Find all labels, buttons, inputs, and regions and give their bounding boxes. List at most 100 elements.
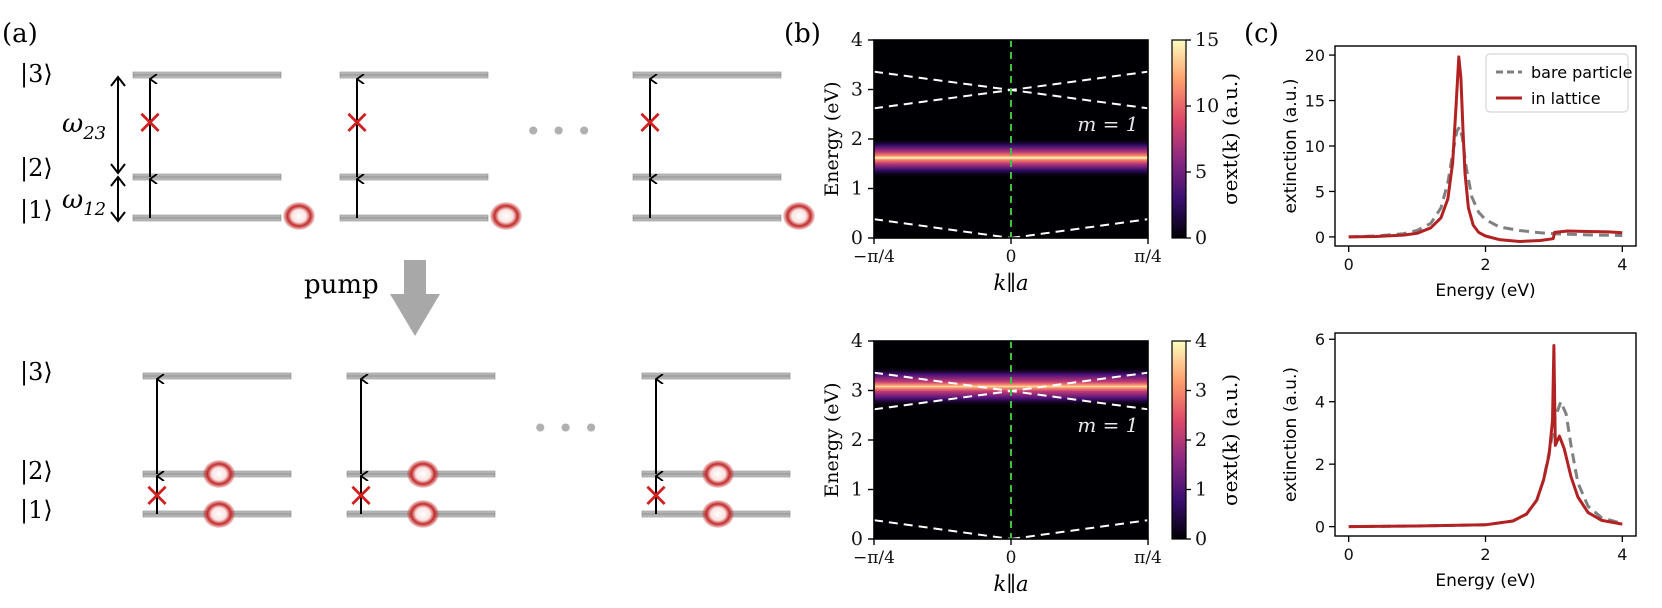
series-in-lattice (1348, 55, 1623, 243)
light-line (873, 218, 1012, 239)
blocked-transition-mark: × (347, 475, 376, 515)
mode-annotation: m = 1 (1077, 413, 1138, 437)
energy-level-bar (632, 214, 782, 222)
colorbar-tick-label: 3 (1195, 380, 1207, 402)
y-tick-label: 4 (851, 330, 863, 352)
x-tick-label: 0 (1344, 255, 1354, 274)
energy-level-bar (339, 214, 489, 222)
colorbar-tick-label: 4 (1195, 330, 1207, 352)
colorbar-tick-label: 0 (1195, 227, 1207, 249)
x-tick-label: 2 (1480, 255, 1490, 274)
population-dot (407, 500, 439, 528)
atom-ground-3: × (632, 71, 815, 230)
energy-level-bar (132, 214, 282, 222)
y-axis-label: extinction (a.u.) (1281, 367, 1301, 502)
y-tick-label: 5 (1315, 182, 1325, 201)
level-2-label-pumped: |2⟩ (20, 457, 53, 486)
y-tick-label: 4 (1315, 393, 1325, 412)
panel-a-label: (a) (2, 19, 38, 49)
x-tick-label: π/4 (1134, 247, 1162, 267)
colorbar-tick-label: 1 (1195, 479, 1207, 501)
y-tick-label: 0 (851, 528, 863, 550)
energy-level-bar (632, 173, 782, 181)
colorbar-tick-label: 10 (1195, 95, 1219, 117)
population-dot (283, 202, 315, 230)
panel-c: (c) 0 2 4 0 5 10 15 20 Energy (eV) extinction (a.… (1244, 19, 1637, 591)
y-tick-label: 1 (851, 479, 863, 501)
x-axis-label: Energy (eV) (1435, 571, 1535, 591)
y-axis-label: Energy (eV) (821, 81, 843, 196)
energy-level-bar (339, 71, 489, 79)
panel-c-label: (c) (1244, 19, 1279, 49)
series-in-lattice (1348, 344, 1623, 529)
energy-level-bar (132, 71, 282, 79)
y-tick-label: 3 (851, 380, 863, 402)
x-tick-label: 0 (1006, 247, 1017, 267)
population-dot (203, 500, 235, 528)
legend-label: in lattice (1531, 89, 1601, 108)
energy-level-bar (339, 173, 489, 181)
x-tick-label: −π/4 (853, 548, 895, 568)
y-axis-label: extinction (a.u.) (1281, 79, 1301, 214)
y-tick-label: 15 (1305, 92, 1325, 111)
resonance-band (874, 137, 1148, 178)
y-axis-label: Energy (eV) (821, 382, 843, 497)
colorbar (1171, 340, 1187, 540)
pumped-atoms: × × × (142, 372, 791, 528)
level-1-label: |1⟩ (20, 196, 53, 225)
colorbar-tick-label: 5 (1195, 161, 1207, 183)
pump-arrow (390, 260, 440, 336)
ground-state-atoms: × × × (132, 71, 815, 230)
colorbar-label: σext(k) (a.u.) (1218, 73, 1242, 205)
line-chart-top: 0 2 4 0 5 10 15 20 Energy (eV) extinction (a.u.) b… (1281, 45, 1637, 301)
colorbar-label: σext(k) (a.u.) (1218, 374, 1242, 506)
blocked-transition-mark: × (343, 102, 372, 142)
x-axis-label: k∥a (994, 271, 1029, 295)
population-dot (702, 460, 734, 488)
level-3-label: |3⟩ (20, 60, 53, 89)
x-tick-label: π/4 (1134, 548, 1162, 568)
y-tick-label: 2 (1315, 455, 1325, 474)
energy-level-bar (132, 173, 282, 181)
x-tick-label: −π/4 (853, 247, 895, 267)
plot-frame (1334, 332, 1637, 537)
energy-level-bar (142, 372, 292, 380)
line-chart-bottom: 0 2 4 0 2 4 6 Energy (eV) extinction (a.u.) (1281, 330, 1637, 591)
y-tick-label: 10 (1305, 137, 1325, 156)
atom-pumped-2: × (346, 372, 496, 528)
x-tick-label: 0 (1006, 548, 1017, 568)
panel-b-label: (b) (784, 19, 821, 49)
energy-level-bar (641, 372, 791, 380)
population-dot (490, 202, 522, 230)
colorbar (1171, 39, 1187, 239)
y-tick-label: 4 (851, 29, 863, 51)
y-tick-label: 0 (851, 227, 863, 249)
light-line (1010, 519, 1149, 540)
level-1-label-pumped: |1⟩ (20, 496, 53, 525)
y-tick-label: 2 (851, 128, 863, 150)
omega-12-label: ω12 (62, 185, 106, 220)
blocked-transition-mark: × (136, 102, 165, 142)
population-dot (203, 460, 235, 488)
mode-annotation: m = 1 (1077, 112, 1138, 136)
light-line (1010, 218, 1149, 239)
omega-12-arrow (110, 175, 126, 223)
legend-label: bare particle (1531, 63, 1632, 82)
x-axis-label: k∥a (994, 572, 1029, 596)
population-dot (702, 500, 734, 528)
population-dot (783, 202, 815, 230)
panel-a: (a) |3⟩ |2⟩ |1⟩ ω23 ω12 |3⟩ |2⟩ |1⟩ × × × … (2, 19, 815, 528)
omega-23-label: ω23 (62, 109, 106, 144)
y-tick-label: 20 (1305, 46, 1325, 65)
pump-label: pump (304, 270, 379, 300)
energy-level-bar (346, 372, 496, 380)
light-line (873, 519, 1012, 540)
x-tick-label: 4 (1617, 545, 1627, 564)
x-axis-label: Energy (eV) (1435, 281, 1535, 301)
atom-ground-1: × (132, 71, 315, 230)
y-tick-label: 0 (1315, 228, 1325, 247)
